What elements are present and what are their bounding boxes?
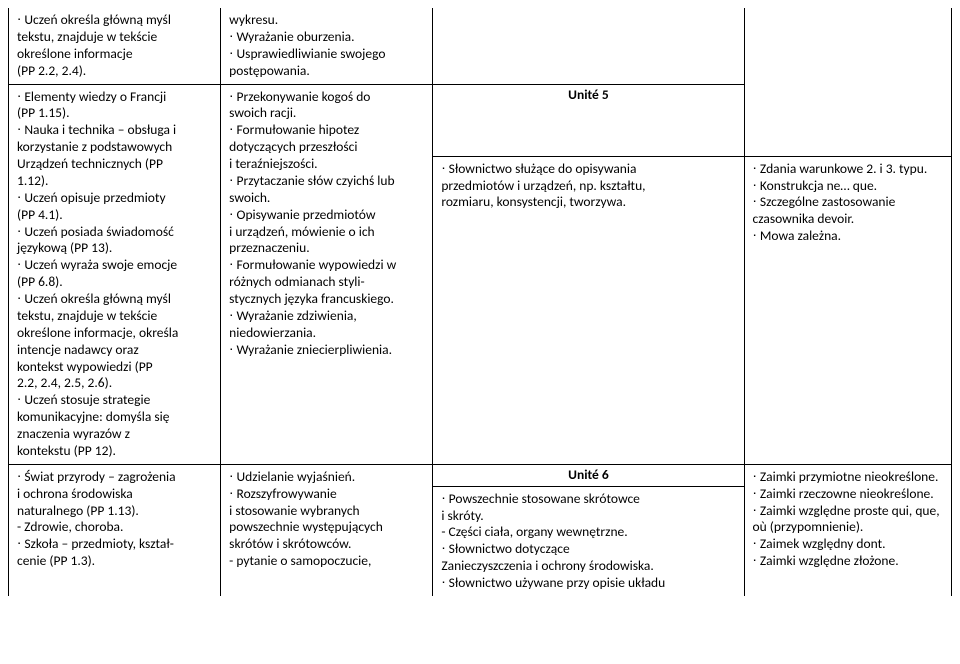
text: ⋅ Przytaczanie słów czyichś lub <box>229 173 424 190</box>
text: i teraźniejszości. <box>229 156 424 173</box>
text: określone informacje <box>17 46 212 63</box>
text: ⋅ Elementy wiedzy o Francji <box>17 89 212 106</box>
cell-r1-c2: wykresu. ⋅ Wyrażanie oburzenia. ⋅ Uspraw… <box>221 8 433 84</box>
text: ⋅ Słownictwo używane przy opisie układu <box>441 575 735 592</box>
text: przeznaczeniu. <box>229 240 424 257</box>
cell-r3-c3: ⋅ Powszechnie stosowane skrótowce i skró… <box>433 486 744 596</box>
text: ⋅ Szczególne zastosowanie <box>753 194 943 211</box>
text: ⋅ Zaimek względny dont. <box>753 536 943 553</box>
cell-r2-c3: ⋅ Słownictwo służące do opisywania przed… <box>433 156 744 464</box>
text: ⋅ Mowa zależna. <box>753 228 943 245</box>
text: niedowierzania. <box>229 325 424 342</box>
text: kontekstu (PP 12). <box>17 443 212 460</box>
text: znaczenia wyrazów z <box>17 426 212 443</box>
text: ⋅ Wyrażanie oburzenia. <box>229 29 424 46</box>
text: (PP 6.8). <box>17 274 212 291</box>
text: ⋅ Przekonywanie kogoś do <box>229 89 424 106</box>
text: skrótów i skrótowców. <box>229 536 424 553</box>
text: różnych odmianach styli- <box>229 274 424 291</box>
text: ⋅ Konstrukcja ne… que. <box>753 178 943 195</box>
text: rozmiaru, konsystencji, tworzywa. <box>441 194 735 211</box>
text: tekstu, znajduje w tekście <box>17 29 212 46</box>
text: où (przypomnienie). <box>753 519 943 536</box>
text: i ochrona środowiska <box>17 486 212 503</box>
curriculum-table: ⋅ Uczeń określa główną myśl tekstu, znaj… <box>8 8 952 596</box>
text: - pytanie o samopoczucie, <box>229 553 424 570</box>
cell-r2-c1: ⋅ Elementy wiedzy o Francji (PP 1.15). ⋅… <box>9 84 221 464</box>
text: ⋅ Udzielanie wyjaśnień. <box>229 469 424 486</box>
text: ⋅ Nauka i technika – obsługa i <box>17 122 212 139</box>
text: komunikacyjne: domyśla się <box>17 409 212 426</box>
text: ⋅ Formułowanie hipotez <box>229 122 424 139</box>
text: i urządzeń, mówienie o ich <box>229 224 424 241</box>
text: i skróty. <box>441 508 735 525</box>
unit6-header-row: ⋅ Świat przyrody – zagrożenia i ochrona … <box>9 464 952 486</box>
text: ⋅ Rozszyfrowywanie <box>229 486 424 503</box>
text: swoich racji. <box>229 105 424 122</box>
text: tekstu, znajduje w tekście <box>17 308 212 325</box>
text: ⋅ Zaimki względne złożone. <box>753 553 943 570</box>
text: (PP 1.15). <box>17 105 212 122</box>
unit5-header-row: ⋅ Elementy wiedzy o Francji (PP 1.15). ⋅… <box>9 84 952 156</box>
text: (PP 2.2, 2.4). <box>17 63 212 80</box>
cell-r3-c1: ⋅ Świat przyrody – zagrożenia i ochrona … <box>9 464 221 596</box>
text: - Zdrowie, choroba. <box>17 519 212 536</box>
text: 1.12). <box>17 173 212 190</box>
cell-r2-c2: ⋅ Przekonywanie kogoś do swoich racji. ⋅… <box>221 84 433 464</box>
text: wykresu. <box>229 12 424 29</box>
text: ⋅ Zaimki względne proste qui, que, <box>753 503 943 520</box>
text: i stosowanie wybranych <box>229 503 424 520</box>
text: ⋅ Szkoła – przedmioty, kształ- <box>17 536 212 553</box>
cell-r3-c4: ⋅ Zaimki przymiotne nieokreślone. ⋅ Zaim… <box>744 464 951 596</box>
unit6-header: Unité 6 <box>433 464 744 486</box>
text: naturalnego (PP 1.13). <box>17 503 212 520</box>
text: przedmiotów i urządzeń, np. kształtu, <box>441 178 735 195</box>
text: ⋅ Słownictwo służące do opisywania <box>441 161 735 178</box>
text: stycznych języka francuskiego. <box>229 291 424 308</box>
text: ⋅ Opisywanie przedmiotów <box>229 207 424 224</box>
text: ⋅ Powszechnie stosowane skrótowce <box>441 491 735 508</box>
text: ⋅ Formułowanie wypowiedzi w <box>229 257 424 274</box>
text: ⋅ Zdania warunkowe 2. i 3. typu. <box>753 161 943 178</box>
text: ⋅ Wyrażanie zniecierpliwienia. <box>229 342 424 359</box>
text: ⋅ Świat przyrody – zagrożenia <box>17 469 212 486</box>
text: ⋅ Uczeń stosuje strategie <box>17 392 212 409</box>
text: kontekst wypowiedzi (PP <box>17 359 212 376</box>
text: intencje nadawcy oraz <box>17 342 212 359</box>
text: korzystanie z podstawowych <box>17 139 212 156</box>
text: językową (PP 13). <box>17 240 212 257</box>
text: postępowania. <box>229 63 424 80</box>
text: ⋅ Uczeń opisuje przedmioty <box>17 190 212 207</box>
text: ⋅ Wyrażanie zdziwienia, <box>229 308 424 325</box>
cell-r1-c4 <box>744 8 951 84</box>
text: określone informacje, określa <box>17 325 212 342</box>
text: czasownika devoir. <box>753 211 943 228</box>
table-row: ⋅ Uczeń określa główną myśl tekstu, znaj… <box>9 8 952 84</box>
text: ⋅ Usprawiedliwianie swojego <box>229 46 424 63</box>
text: powszechnie występujących <box>229 519 424 536</box>
unit5-header: Unité 5 <box>433 84 744 156</box>
cell-r2-c4: ⋅ Zdania warunkowe 2. i 3. typu. ⋅ Konst… <box>744 156 951 464</box>
text: ⋅ Uczeń wyraża swoje emocje <box>17 257 212 274</box>
cell-r1-c3 <box>433 8 744 84</box>
text: ⋅ Uczeń posiada świadomość <box>17 224 212 241</box>
text: Zanieczyszczenia i ochrony środowiska. <box>441 558 735 575</box>
text: cenie (PP 1.3). <box>17 553 212 570</box>
cell-r1-c1: ⋅ Uczeń określa główną myśl tekstu, znaj… <box>9 8 221 84</box>
cell-empty-r2-c4 <box>744 84 951 156</box>
text: 2.2, 2.4, 2.5, 2.6). <box>17 375 212 392</box>
text: ⋅ Uczeń określa główną myśl <box>17 291 212 308</box>
text: ⋅ Słownictwo dotyczące <box>441 541 735 558</box>
text: ⋅ Zaimki przymiotne nieokreślone. <box>753 469 943 486</box>
text: swoich. <box>229 190 424 207</box>
text: dotyczących przeszłości <box>229 139 424 156</box>
text: - Części ciała, organy wewnętrzne. <box>441 524 735 541</box>
text: Urządzeń technicznych (PP <box>17 156 212 173</box>
text: (PP 4.1). <box>17 207 212 224</box>
text: ⋅ Zaimki rzeczowne nieokreślone. <box>753 486 943 503</box>
text: ⋅ Uczeń określa główną myśl <box>17 12 212 29</box>
cell-r3-c2: ⋅ Udzielanie wyjaśnień. ⋅ Rozszyfrowywan… <box>221 464 433 596</box>
